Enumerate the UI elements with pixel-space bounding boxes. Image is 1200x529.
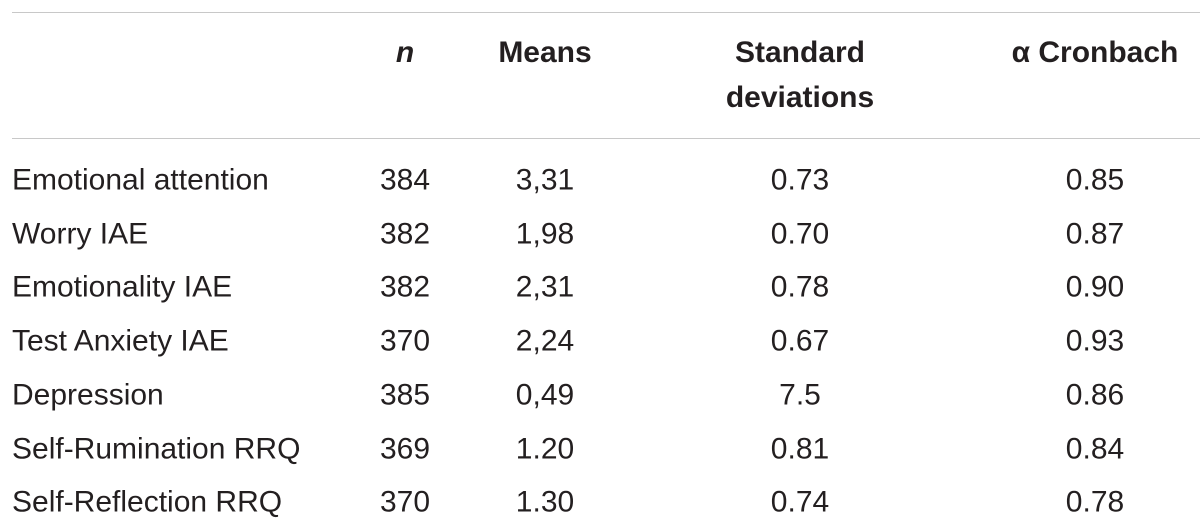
table-cell: 0.85 (1065, 163, 1125, 197)
table-cell: 385 (379, 378, 431, 412)
column-header: Standard deviations (725, 36, 875, 114)
table-cell: 0.73 (770, 163, 830, 197)
row-label: Emotionality IAE (12, 270, 233, 304)
column-header: α Cronbach (1011, 36, 1179, 69)
header-rule (12, 138, 1200, 139)
table-cell: 0.67 (770, 324, 830, 358)
table-cell: 0.87 (1065, 217, 1125, 251)
table-cell: 0.70 (770, 217, 830, 251)
table-cell: 370 (379, 324, 431, 358)
table-cell: 0.81 (770, 432, 830, 465)
table-cell: 2,24 (515, 324, 575, 358)
column-header: Means (498, 36, 592, 69)
row-label: Test Anxiety IAE (12, 324, 229, 358)
column-header: n (395, 36, 415, 69)
table-cell: 0.90 (1065, 270, 1125, 304)
table-cell: 382 (379, 270, 431, 304)
row-label: Worry IAE (12, 217, 149, 251)
row-label: Emotional attention (12, 163, 269, 197)
table-cell: 0,49 (515, 378, 575, 412)
table-cell: 384 (379, 163, 431, 197)
table-cell: 370 (379, 485, 431, 519)
table-cell: 369 (379, 432, 431, 465)
table-cell: 0.93 (1065, 324, 1125, 358)
table-cell: 3,31 (515, 163, 575, 197)
top-rule (12, 12, 1200, 13)
table-cell: 0.86 (1065, 378, 1125, 412)
table-cell: 0.78 (770, 270, 830, 304)
table-cell: 0.74 (770, 485, 830, 519)
table-cell: 1.30 (515, 485, 575, 519)
table-cell: 2,31 (515, 270, 575, 304)
row-label: Depression (12, 378, 164, 412)
row-label: Self-Reflection RRQ (12, 485, 283, 519)
table-cell: 0.84 (1065, 432, 1125, 465)
table-cell: 0.78 (1065, 485, 1125, 519)
table-cell: 382 (379, 217, 431, 251)
table-cell: 7.5 (779, 378, 821, 412)
table-cell: 1.20 (515, 432, 575, 465)
table-cell: 1,98 (515, 217, 575, 251)
row-label: Self-Rumination RRQ (12, 432, 301, 465)
